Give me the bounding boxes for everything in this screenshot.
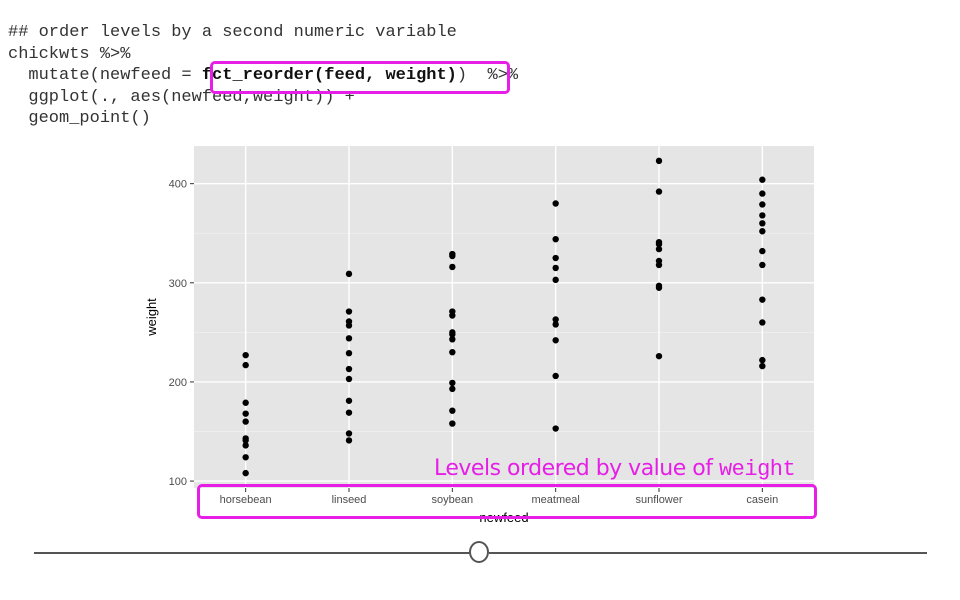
data-point-casein [759, 362, 766, 370]
data-point-sunflower [655, 188, 663, 195]
data-point-soybean [449, 379, 456, 387]
data-point-meatmeal [552, 372, 559, 380]
data-point-horsebean [242, 351, 249, 359]
code-block: ## order levels by a second numeric vari… [8, 22, 518, 130]
code-line-3-highlight: fct_reorder(feed, weight) [201, 66, 457, 85]
data-point-linseed [345, 375, 353, 383]
plot-panel [194, 146, 814, 488]
data-point-horsebean [242, 454, 249, 461]
data-point-soybean [449, 407, 456, 414]
x-tick-label-linseed: linseed [332, 494, 367, 506]
data-point-casein [759, 319, 766, 326]
data-point-meatmeal [552, 254, 559, 262]
data-point-linseed [345, 349, 353, 357]
data-point-linseed [345, 409, 353, 416]
code-line-5: geom_point() [8, 109, 151, 128]
data-point-meatmeal [552, 264, 559, 272]
data-point-soybean [449, 252, 456, 260]
y-tick-label: 200 [169, 377, 187, 389]
annotation-variable: weight [718, 457, 796, 482]
data-point-sunflower [655, 240, 663, 248]
x-tick-label-casein: casein [746, 494, 778, 506]
data-point-linseed [345, 430, 353, 437]
data-point-horsebean [242, 442, 249, 449]
data-points [242, 157, 766, 477]
data-point-linseed [345, 322, 353, 329]
data-point-sunflower [655, 261, 663, 269]
data-point-meatmeal [552, 337, 559, 344]
data-point-soybean [449, 312, 456, 319]
data-point-horsebean [242, 410, 249, 417]
data-point-linseed [345, 308, 353, 315]
y-tick-label: 300 [169, 278, 187, 290]
data-point-linseed [345, 335, 353, 342]
minor-gridlines [194, 232, 814, 432]
data-point-horsebean [242, 469, 249, 477]
data-point-meatmeal [552, 200, 559, 207]
data-point-horsebean [242, 399, 249, 406]
data-point-sunflower [655, 157, 663, 165]
data-point-linseed [345, 437, 353, 444]
y-tick-label: 400 [169, 179, 187, 191]
data-point-casein [759, 176, 766, 183]
code-line-2: chickwts %>% [8, 44, 131, 64]
code-highlight-box [210, 61, 510, 94]
x-tick-label-horsebean: horsebean [220, 494, 272, 506]
data-point-casein [759, 247, 766, 255]
annotation-text: Levels ordered by value of weight [434, 456, 796, 482]
data-point-casein [759, 296, 766, 303]
data-point-soybean [449, 420, 456, 427]
data-point-horsebean [242, 418, 249, 425]
x-tick-label-sunflower: sunflower [635, 494, 682, 506]
data-point-soybean [449, 263, 456, 271]
data-point-meatmeal [552, 235, 559, 243]
data-point-casein [759, 212, 766, 219]
slider-track-right [489, 552, 927, 554]
x-tick-label-meatmeal: meatmeal [532, 494, 580, 506]
data-point-casein [759, 190, 766, 197]
data-point-meatmeal [552, 316, 559, 323]
y-axis-title: weight [144, 298, 159, 337]
data-point-soybean [449, 385, 456, 393]
data-point-casein [759, 261, 766, 269]
data-point-meatmeal [552, 425, 559, 432]
data-point-linseed [345, 397, 353, 404]
data-point-sunflower [655, 245, 663, 253]
code-line-1: ## order levels by a second numeric vari… [8, 23, 457, 42]
data-point-horsebean [242, 437, 249, 444]
data-point-linseed [345, 270, 353, 278]
axis-highlight-box [197, 484, 817, 519]
axes: 100 200 300 400 horsebean linseed soybean meatm… [169, 179, 779, 506]
data-point-sunflower [655, 284, 663, 291]
code-line-3-post: ) %>% [456, 66, 519, 85]
data-point-linseed [345, 365, 353, 373]
y-tick-label: 100 [169, 476, 187, 488]
slider-track-left [34, 552, 470, 554]
data-point-casein [759, 356, 766, 364]
data-point-horsebean [242, 361, 249, 369]
data-point-casein [759, 228, 766, 235]
data-point-soybean [449, 348, 456, 356]
data-point-casein [759, 220, 766, 227]
slider-knob[interactable] [469, 541, 489, 563]
data-point-casein [759, 201, 766, 208]
x-tick-label-soybean: soybean [432, 494, 474, 506]
data-point-sunflower [655, 352, 663, 360]
data-point-meatmeal [552, 321, 559, 328]
annotation-label: Levels ordered by value of [434, 456, 719, 481]
data-point-meatmeal [552, 276, 559, 284]
data-point-soybean [449, 331, 456, 338]
data-point-soybean [449, 336, 456, 343]
code-line-3-pre: mutate(newfeed = [8, 66, 202, 85]
